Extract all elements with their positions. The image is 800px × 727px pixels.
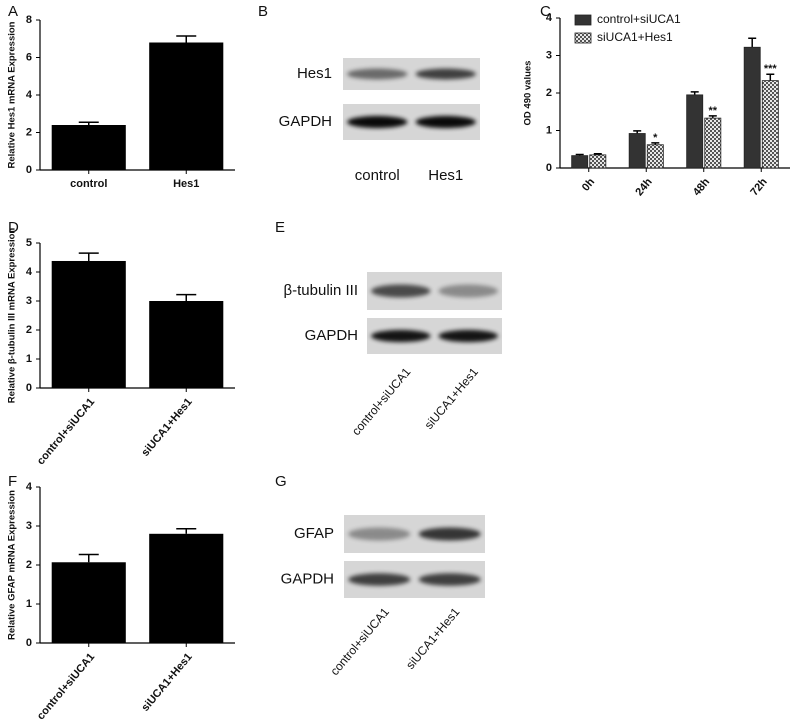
y-tick-label: 4 <box>26 481 33 493</box>
bar <box>589 154 607 169</box>
lane-label: control <box>355 167 400 184</box>
blot-band <box>418 573 481 586</box>
y-tick-label: 1 <box>26 353 32 365</box>
panel-letter: F <box>8 473 17 490</box>
blot-row-label: β-tubulin III <box>284 282 359 299</box>
blot-row-label: Hes1 <box>297 65 332 82</box>
blot-band <box>415 115 476 129</box>
blot-band <box>347 115 408 129</box>
blot-row-label: GAPDH <box>279 113 332 130</box>
bar <box>571 155 589 169</box>
legend-swatch <box>574 14 592 26</box>
y-axis-label: Relative Hes1 mRNA Expression <box>7 21 18 168</box>
y-tick-label: 0 <box>26 637 32 649</box>
x-tick-label: control+siUCA1 <box>35 651 97 722</box>
significance-label: * <box>653 132 658 144</box>
y-tick-label: 1 <box>546 124 552 136</box>
significance-label: ** <box>709 105 718 117</box>
blot-band <box>438 284 498 298</box>
y-axis-label: OD 490 values <box>523 61 534 126</box>
y-tick-label: 4 <box>26 266 33 278</box>
bar <box>743 46 761 169</box>
significance-label: *** <box>764 63 778 75</box>
blot-row-label: GFAP <box>294 525 334 542</box>
lane-label: siUCA1+Hes1 <box>403 605 463 672</box>
y-axis-label: Relative β-tubulin III mRNA Expression <box>7 228 18 404</box>
lane-label: control+siUCA1 <box>349 365 414 438</box>
y-tick-label: 2 <box>26 324 32 336</box>
panel-letter: A <box>8 3 18 20</box>
x-tick-label: siUCA1+Hes1 <box>139 396 194 459</box>
lane-label: siUCA1+Hes1 <box>422 365 482 432</box>
y-tick-label: 0 <box>26 164 32 176</box>
x-tick-label: 48h <box>691 176 713 198</box>
x-tick-label: siUCA1+Hes1 <box>139 651 194 714</box>
blot-band <box>415 68 476 80</box>
bar <box>149 533 224 643</box>
blot-row-label: GAPDH <box>305 327 358 344</box>
bar <box>51 125 126 170</box>
blot-band <box>418 527 481 541</box>
blot-band <box>438 329 498 343</box>
y-tick-label: 3 <box>26 520 32 532</box>
legend-label: control+siUCA1 <box>597 12 681 26</box>
y-tick-label: 0 <box>546 162 552 174</box>
y-axis-label: Relative GFAP mRNA Expression <box>7 490 18 640</box>
lane-label: Hes1 <box>428 167 463 184</box>
y-tick-label: 3 <box>546 49 552 61</box>
blot-row-label: GAPDH <box>281 570 334 587</box>
bar <box>761 80 779 169</box>
panel-letter: D <box>8 219 19 236</box>
legend-swatch <box>574 32 592 44</box>
y-tick-label: 2 <box>26 559 32 571</box>
x-tick-label: Hes1 <box>173 178 199 190</box>
blot-band <box>371 284 431 298</box>
bar <box>51 562 126 643</box>
y-tick-label: 0 <box>26 382 32 394</box>
y-tick-label: 6 <box>26 51 32 63</box>
panel-letter: G <box>275 473 287 490</box>
x-tick-label: 24h <box>633 176 655 198</box>
bar <box>686 94 704 169</box>
panel-letter: B <box>258 3 268 20</box>
bar <box>646 144 664 169</box>
bar <box>149 301 224 388</box>
y-tick-label: 4 <box>546 12 553 24</box>
bar <box>704 117 722 169</box>
y-tick-label: 3 <box>26 295 32 307</box>
panel-letter: E <box>275 219 285 236</box>
blot-band <box>347 68 408 80</box>
panel-letter: C <box>540 3 551 20</box>
y-tick-label: 8 <box>26 14 32 26</box>
y-tick-label: 4 <box>26 89 33 101</box>
x-tick-label: 72h <box>748 176 770 198</box>
legend-label: siUCA1+Hes1 <box>597 30 673 44</box>
bar <box>628 133 646 169</box>
y-tick-label: 2 <box>26 126 32 138</box>
x-tick-label: control+siUCA1 <box>35 396 97 467</box>
bar <box>149 42 224 170</box>
y-tick-label: 5 <box>26 237 32 249</box>
bar <box>51 260 126 388</box>
lane-label: control+siUCA1 <box>327 605 392 678</box>
blot-band <box>371 329 431 343</box>
y-tick-label: 2 <box>546 87 552 99</box>
y-tick-label: 1 <box>26 598 32 610</box>
x-tick-label: control <box>70 178 107 190</box>
x-tick-label: 0h <box>580 176 598 194</box>
blot-band <box>348 573 411 586</box>
blot-band <box>348 527 411 541</box>
